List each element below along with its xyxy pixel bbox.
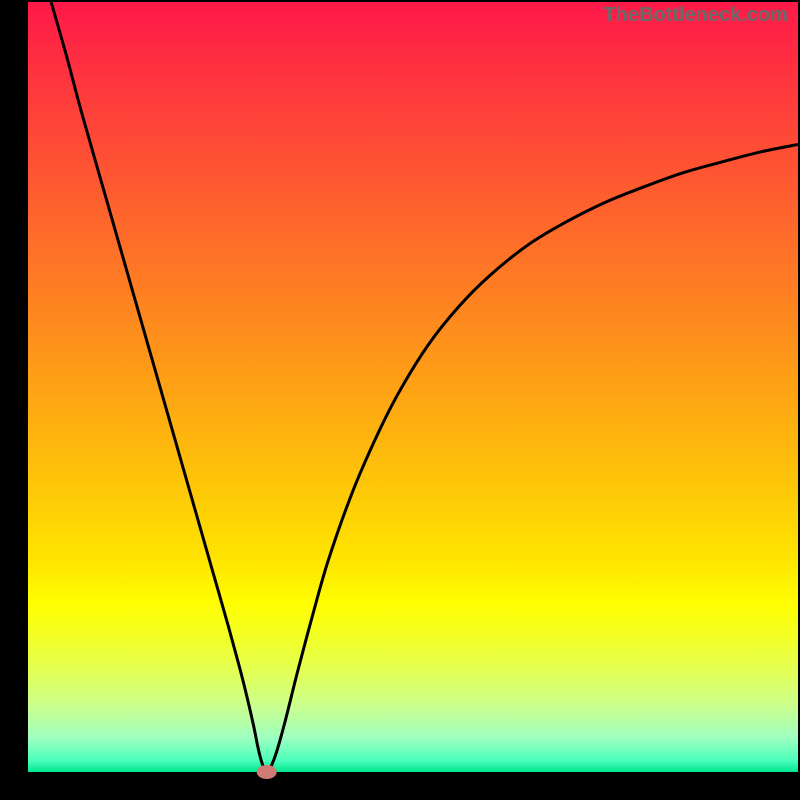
chart-container: TheBottleneck.com bbox=[0, 0, 800, 800]
optimal-point-marker bbox=[257, 765, 277, 779]
curve-layer bbox=[0, 0, 800, 800]
watermark-text: TheBottleneck.com bbox=[604, 4, 788, 27]
bottleneck-curve bbox=[51, 2, 798, 772]
